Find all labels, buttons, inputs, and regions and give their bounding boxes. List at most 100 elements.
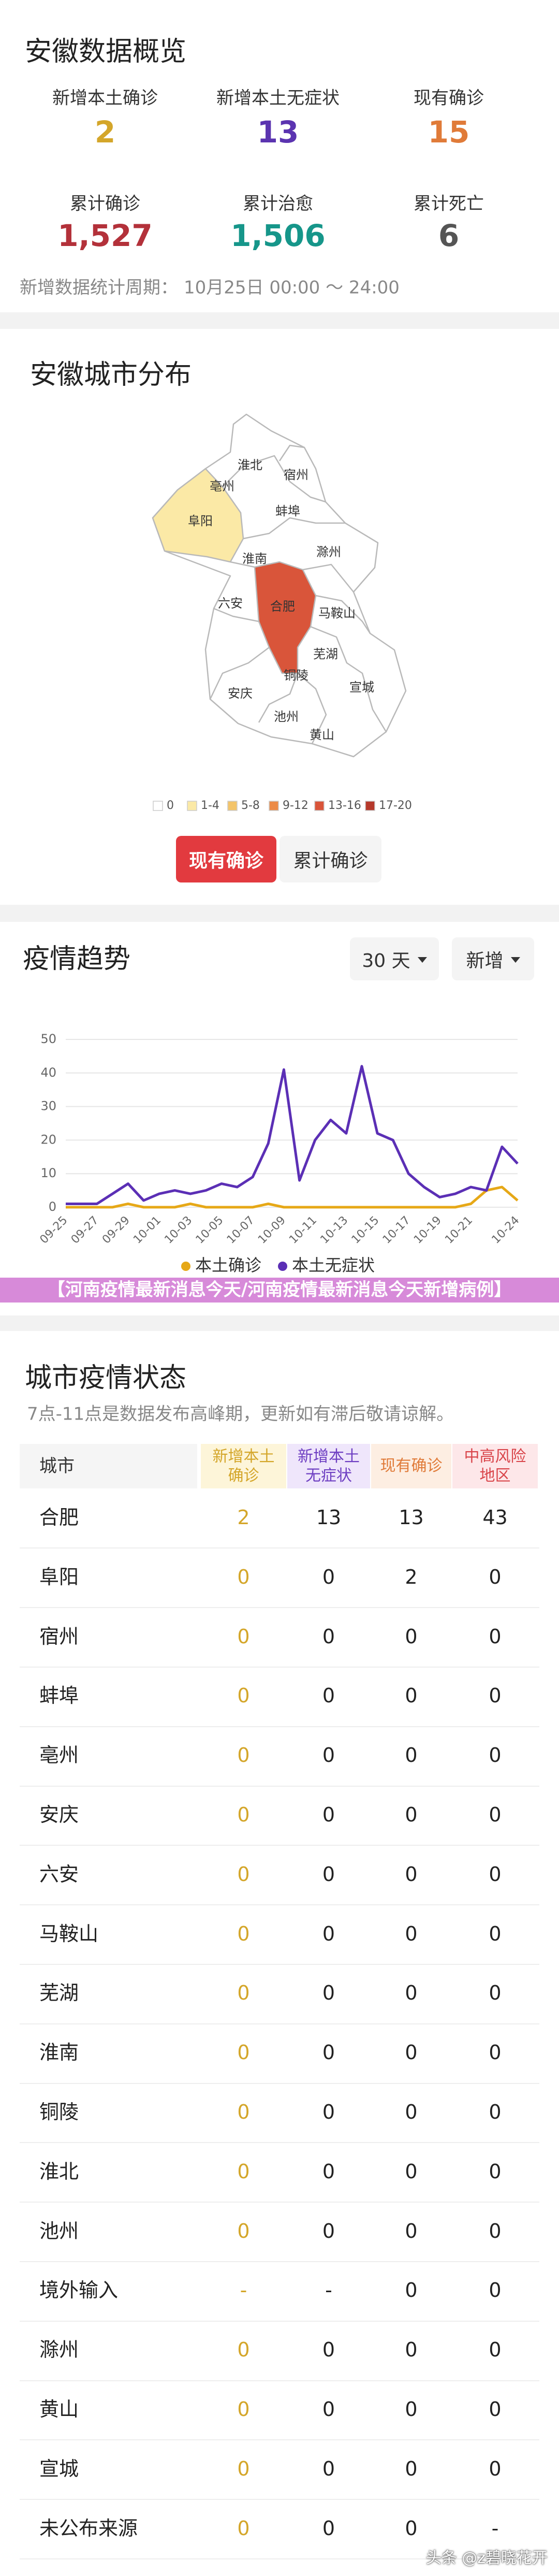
table-cell: 0 bbox=[489, 2457, 502, 2480]
legend-label: 本土无症状 bbox=[292, 1255, 375, 1275]
legend-label: 本土确诊 bbox=[195, 1255, 261, 1275]
table-cell: 0 bbox=[405, 1863, 418, 1886]
table-cell: 2 bbox=[237, 1506, 250, 1529]
stat-label: 新增本土确诊 bbox=[52, 88, 158, 109]
legend-swatch bbox=[153, 801, 163, 811]
x-tick-label: 10-19 bbox=[411, 1214, 444, 1247]
table-cell: 0 bbox=[322, 2160, 335, 2183]
table-cell: 0 bbox=[405, 1981, 418, 2005]
stat-value: 1,527 bbox=[57, 218, 153, 254]
legend-label: 1-4 bbox=[201, 799, 219, 812]
stat-value: 2 bbox=[94, 114, 116, 150]
y-tick-label: 50 bbox=[40, 1032, 56, 1046]
table-cell: 0 bbox=[322, 2457, 335, 2480]
table-cell: 0 bbox=[489, 1863, 502, 1886]
table-cell: 0 bbox=[489, 1566, 502, 1588]
city-name: 淮北 bbox=[39, 2160, 79, 2183]
row-divider bbox=[20, 2439, 539, 2441]
stat-value: 6 bbox=[438, 218, 460, 254]
stat-label: 累计确诊 bbox=[70, 193, 140, 214]
region-border bbox=[209, 647, 270, 700]
table-cell: - bbox=[240, 2279, 247, 2302]
dropdown[interactable]: 新增 bbox=[452, 937, 534, 980]
y-tick-label: 20 bbox=[40, 1132, 56, 1147]
region-border bbox=[243, 517, 345, 540]
table-cell: 0 bbox=[405, 2160, 418, 2183]
row-divider bbox=[20, 1726, 539, 1727]
table-cell: 0 bbox=[405, 2041, 418, 2064]
x-tick-label: 10-13 bbox=[318, 1214, 350, 1247]
table-cell: 0 bbox=[322, 2041, 335, 2064]
period-value: 10月25日 00:00 ～ 24:00 bbox=[184, 277, 400, 298]
x-tick-label: 10-05 bbox=[194, 1214, 226, 1247]
row-divider bbox=[20, 2380, 539, 2381]
table-cell: 0 bbox=[405, 2398, 418, 2421]
y-tick-label: 30 bbox=[40, 1099, 56, 1113]
map-tab[interactable]: 现有确诊 bbox=[176, 836, 276, 882]
stat-label: 新增本土无症状 bbox=[216, 88, 340, 109]
row-divider bbox=[20, 1904, 539, 1906]
legend-swatch bbox=[187, 801, 197, 811]
city-name: 马鞍山 bbox=[39, 1922, 99, 1945]
city-label: 滁州 bbox=[316, 545, 341, 559]
city-label: 蚌埠 bbox=[275, 504, 300, 518]
row-divider bbox=[20, 2082, 539, 2084]
table-cell: 0 bbox=[237, 1803, 250, 1827]
table-cell: 2 bbox=[405, 1566, 418, 1588]
city-label: 淮北 bbox=[238, 458, 262, 472]
table-cell: 0 bbox=[489, 1803, 502, 1827]
x-tick-label: 10-01 bbox=[131, 1214, 164, 1247]
row-divider bbox=[20, 1785, 539, 1787]
table-cell: 0 bbox=[237, 2398, 250, 2421]
city-label: 亳州 bbox=[210, 479, 234, 494]
city-name: 宿州 bbox=[39, 1625, 79, 1648]
stat-label: 累计死亡 bbox=[414, 193, 484, 214]
x-tick-label: 10-11 bbox=[287, 1214, 319, 1247]
distribution-section: 淮北 亳州 宿州 阜阳 蚌埠 淮南 滁州 六安 合肥 马鞍山 芜湖 铜陵 宣城 安庆 池州 黄山 0 1-4 5-8… bbox=[0, 329, 559, 905]
region-border bbox=[230, 561, 255, 568]
row-divider bbox=[20, 2499, 539, 2500]
legend-swatch bbox=[365, 801, 375, 811]
table-cell: 0 bbox=[405, 1684, 418, 1707]
period-label: 新增数据统计周期： bbox=[20, 277, 178, 298]
dropdown[interactable]: 30 天 bbox=[350, 937, 439, 980]
region-border bbox=[213, 607, 259, 623]
section-title: 安徽数据概览 bbox=[25, 36, 187, 67]
table-cell: 0 bbox=[237, 1981, 250, 2005]
table-cell: 0 bbox=[237, 1922, 250, 1945]
table-cell: 0 bbox=[405, 2219, 418, 2242]
city-name: 合肥 bbox=[39, 1506, 79, 1529]
table-cell: 13 bbox=[316, 1506, 342, 1529]
x-tick-label: 10-21 bbox=[443, 1214, 475, 1247]
section-title: 安徽城市分布 bbox=[30, 359, 192, 390]
table-cell: 13 bbox=[399, 1506, 424, 1529]
table-cell: 0 bbox=[322, 1744, 335, 1767]
map-tab[interactable]: 累计确诊 bbox=[280, 836, 381, 882]
table-cell: 0 bbox=[489, 2219, 502, 2242]
city-label: 阜阳 bbox=[188, 514, 213, 528]
city-label: 马鞍山 bbox=[318, 606, 356, 620]
section-title: 疫情趋势 bbox=[23, 943, 131, 975]
table-cell: 0 bbox=[237, 1863, 250, 1886]
x-tick-label: 10-15 bbox=[349, 1214, 382, 1247]
trend-chart: 0102030405009-2509-2709-2910-0110-0310-0… bbox=[38, 1032, 522, 1275]
table-cell: 0 bbox=[489, 2338, 502, 2362]
table-cell: 0 bbox=[237, 1625, 250, 1648]
legend-swatch bbox=[314, 801, 325, 811]
city-label: 六安 bbox=[218, 596, 243, 611]
table-cell: 0 bbox=[405, 2457, 418, 2480]
news-banner-text: 【河南疫情最新消息今天/河南疫情最新消息今天新增病例】 bbox=[47, 1279, 512, 1300]
y-tick-label: 10 bbox=[40, 1166, 56, 1180]
table-cell: 0 bbox=[237, 2338, 250, 2362]
city-name: 未公布来源 bbox=[39, 2516, 138, 2540]
region-border bbox=[302, 563, 354, 592]
legend-label: 13-16 bbox=[328, 799, 361, 812]
table-cell: 0 bbox=[237, 1684, 250, 1707]
x-tick-label: 10-03 bbox=[162, 1214, 195, 1247]
section-subtitle: 7点-11点是数据发布高峰期，更新如有滞后敬请谅解。 bbox=[27, 1403, 454, 1425]
table-cell: 0 bbox=[322, 2101, 335, 2124]
y-tick-label: 40 bbox=[40, 1065, 56, 1080]
table-cell: 0 bbox=[322, 1625, 335, 1648]
x-tick-label: 09-25 bbox=[38, 1214, 70, 1247]
